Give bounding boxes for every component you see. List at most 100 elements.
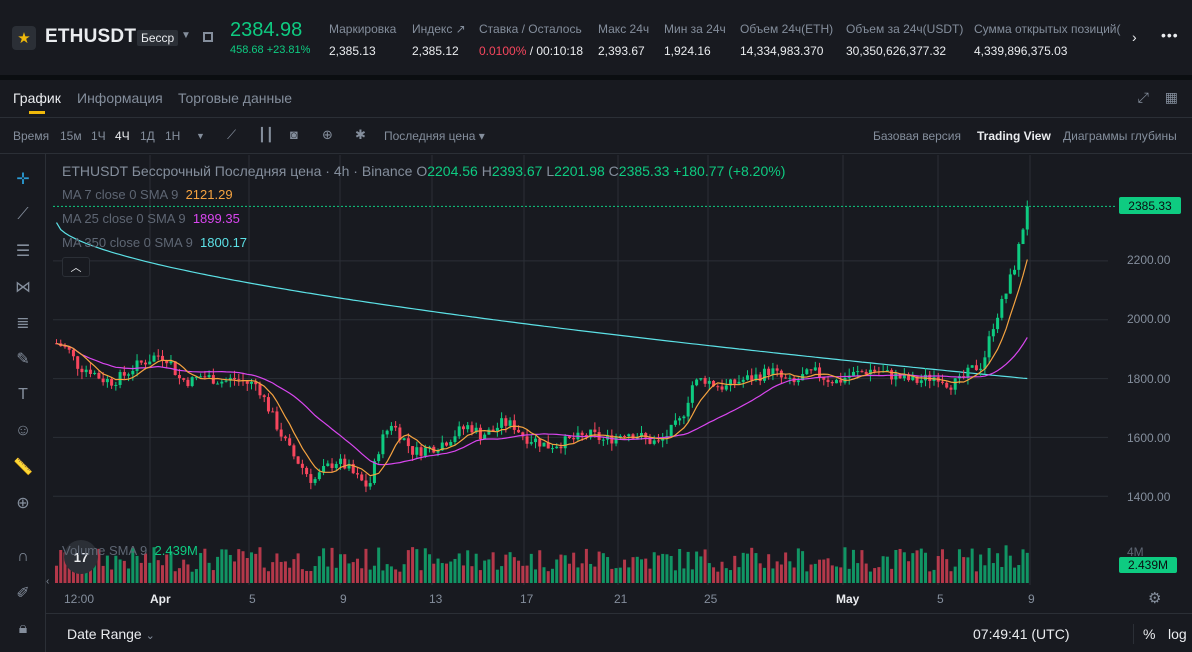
tab-chart[interactable]: График	[13, 90, 61, 106]
volume-bar	[572, 552, 576, 583]
horizontal-lines-icon[interactable]: ☰	[15, 243, 31, 260]
volume-bar	[483, 560, 487, 583]
pattern-icon[interactable]: ⋈	[15, 279, 31, 296]
interval-15m[interactable]: 15м	[60, 129, 82, 143]
lock-drawing-icon[interactable]: ✐	[16, 585, 30, 602]
gear-icon[interactable]: ✱	[355, 127, 366, 142]
collapse-sidebar-icon[interactable]: ‹	[46, 576, 50, 587]
candle-body	[809, 369, 813, 371]
log-toggle[interactable]: log	[1168, 626, 1187, 642]
interval-4h[interactable]: 4Ч	[115, 129, 130, 143]
volume-bar	[131, 547, 135, 583]
legend-low: 2201.98	[554, 163, 605, 179]
tradingview-logo[interactable]: 17	[64, 540, 98, 574]
volume-bar	[775, 561, 779, 583]
interval-dropdown-icon[interactable]: ▼	[196, 131, 205, 141]
legend-delta: +180.77 (+8.20%)	[673, 163, 786, 179]
ma25-legend[interactable]: MA 25 close 0 SMA 9 1899.35	[62, 211, 240, 226]
grid-layout-icon[interactable]: ▦	[1164, 89, 1178, 105]
chevron-down-icon[interactable]: ▼	[181, 30, 191, 41]
candle-body	[737, 381, 741, 384]
time-tick: 9	[340, 592, 347, 606]
tab-trading-data[interactable]: Торговые данные	[178, 90, 293, 106]
candle-body	[563, 436, 567, 449]
percent-toggle[interactable]: %	[1143, 626, 1156, 642]
candle-body	[233, 377, 237, 380]
more-icon[interactable]: •••	[1161, 27, 1179, 43]
lock-icon[interactable]: 🔒︎	[18, 620, 28, 637]
candle-body	[173, 361, 177, 376]
crosshair-icon[interactable]: ✛	[16, 171, 30, 188]
ma7-legend[interactable]: MA 7 close 0 SMA 9 2121.29	[62, 187, 233, 202]
settings-icon[interactable]: ⚙︎	[1148, 590, 1162, 607]
candle-body	[835, 379, 838, 384]
candle-body	[699, 378, 703, 380]
ruler-icon[interactable]: 📏	[13, 459, 33, 476]
volume-bar	[283, 561, 287, 583]
volume-bar	[936, 556, 940, 583]
emoji-icon[interactable]: ☺	[14, 422, 32, 439]
candle-body	[661, 438, 665, 441]
price-type-select[interactable]: Последняя цена ▾	[384, 129, 485, 143]
volume-bar	[292, 559, 296, 583]
chevron-right-icon[interactable]: ›	[1132, 29, 1137, 45]
volume-bar	[576, 567, 580, 583]
volume-bar	[466, 550, 470, 583]
view-depth[interactable]: Диаграммы глубины	[1063, 129, 1177, 143]
volume-bar	[610, 568, 614, 583]
magnet-icon[interactable]: ∩	[17, 548, 29, 565]
add-icon[interactable]: ⊕	[322, 127, 333, 142]
interval-1d[interactable]: 1Д	[140, 129, 155, 143]
star-icon[interactable]: ★	[12, 26, 36, 50]
candle-body	[428, 446, 432, 448]
volume-legend[interactable]: Volume SMA 9 2.439M	[62, 543, 198, 558]
fib-icon[interactable]: ≣	[16, 315, 30, 332]
volume-bar	[428, 554, 432, 583]
zoom-in-icon[interactable]: ⊕	[16, 495, 30, 512]
price-change: 458.68 +23.81%	[230, 44, 311, 56]
text-icon[interactable]: T	[18, 386, 28, 403]
candle-body	[754, 374, 758, 381]
stat-index-price[interactable]: Индекс ↗ 2,385.12	[412, 22, 466, 58]
caret-down-icon: ▾	[478, 129, 485, 143]
utc-clock[interactable]: 07:49:41 (UTC)	[973, 626, 1070, 642]
ma350-legend[interactable]: MA 350 close 0 SMA 9 1800.17	[62, 235, 248, 250]
volume-bar	[220, 549, 224, 583]
volume-bar	[207, 562, 211, 583]
candle-body	[1004, 293, 1008, 299]
volume-bar	[377, 547, 381, 583]
candle-body	[703, 378, 707, 384]
interval-1h[interactable]: 1Ч	[91, 129, 106, 143]
book-icon[interactable]	[203, 32, 213, 42]
brush-icon[interactable]: ✎	[16, 351, 30, 368]
camera-icon[interactable]: ◙	[290, 127, 298, 142]
candle-body	[228, 377, 232, 381]
volume-bar	[784, 552, 788, 583]
date-range-button[interactable]: Date Range ⌄	[67, 626, 155, 642]
tab-info[interactable]: Информация	[77, 90, 163, 106]
price-chart[interactable]	[53, 155, 1117, 585]
trendline-icon[interactable]: ⟋	[17, 206, 29, 223]
price-tick: 2200.00	[1127, 253, 1171, 267]
expand-icon[interactable]: ⤢	[1137, 89, 1149, 105]
volume-bar	[67, 565, 71, 583]
indicator-icon[interactable]: ⟋	[227, 127, 237, 142]
volume-bar	[194, 569, 198, 583]
candle-body	[381, 434, 385, 455]
volume-bar	[767, 554, 771, 583]
volume-bar	[567, 563, 571, 583]
candles-icon[interactable]: ┃┃	[258, 127, 274, 142]
volume-bar	[949, 571, 953, 583]
volume-bar	[796, 548, 800, 583]
candle-body	[71, 349, 75, 357]
volume-bar	[962, 557, 966, 583]
candle-body	[292, 445, 296, 457]
interval-1w[interactable]: 1Н	[165, 129, 181, 143]
view-basic[interactable]: Базовая версия	[873, 129, 961, 143]
view-tradingview[interactable]: Trading View	[977, 129, 1051, 143]
volume-bar	[966, 557, 970, 583]
candle-body	[84, 369, 88, 373]
collapse-legend-button[interactable]: ︿	[62, 257, 90, 277]
symbol-name[interactable]: ETHUSDT	[45, 26, 137, 47]
volume-bar	[690, 569, 694, 583]
